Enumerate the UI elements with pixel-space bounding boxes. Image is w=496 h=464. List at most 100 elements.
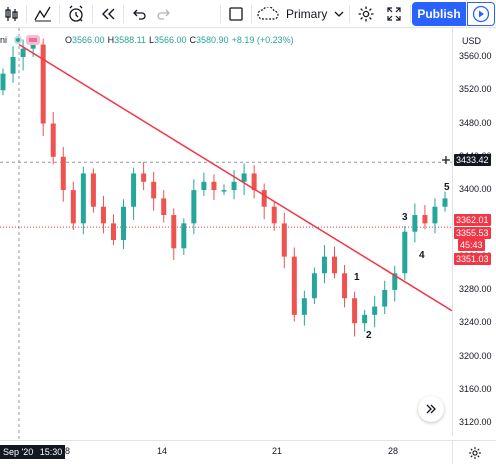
cursor-date: Sep '20 (3, 447, 34, 457)
candle-body (271, 206, 277, 224)
publish-video-button[interactable] (467, 2, 495, 26)
candle-body (111, 223, 116, 240)
replay-icon[interactable] (95, 0, 121, 28)
candle-body (392, 273, 398, 290)
close-value: 3580.90 (196, 35, 229, 45)
toolbar-divider (92, 4, 93, 23)
wave-label-5[interactable]: 5 (444, 182, 450, 193)
candle-body (432, 206, 438, 224)
price-tick-label: 3400.00 (459, 184, 492, 195)
toolbar-divider (26, 4, 27, 23)
low-value: 3566.00 (153, 35, 187, 45)
candle-body (20, 48, 26, 57)
wave-label-1[interactable]: 1 (354, 272, 360, 283)
candle-body (40, 44, 46, 124)
time-label: 14 (157, 446, 168, 456)
indicators-icon[interactable] (29, 0, 57, 28)
candle-body (291, 256, 297, 315)
price-tick-label: 3280.00 (459, 284, 492, 295)
candle-body (382, 289, 388, 307)
toolbar-divider (123, 4, 124, 23)
alert-clock-icon[interactable] (62, 0, 90, 28)
candle-body (221, 190, 227, 192)
double-chevron-right-icon (426, 404, 436, 414)
price-chart[interactable] (0, 28, 452, 440)
candle-body (342, 273, 348, 299)
candle-body (191, 190, 197, 224)
time-axis[interactable]: Sep '20 15:30 8 14 21 28 (0, 440, 452, 464)
chart-settings-button[interactable] (452, 440, 496, 464)
price-tag-b: 3355.53 (454, 227, 491, 239)
open-key: O (65, 35, 73, 45)
candle-body (362, 314, 368, 324)
candle-body (442, 198, 448, 207)
price-axis[interactable]: USD 3560.003520.003480.003440.003400.003… (452, 28, 496, 436)
price-tick-label: 3480.00 (459, 117, 492, 128)
wave-label-3[interactable]: 3 (402, 212, 408, 223)
trendline (18, 43, 452, 312)
candle-body (70, 190, 76, 224)
toolbar-divider (349, 4, 351, 23)
candle-body (141, 173, 147, 182)
chevron-down-icon (334, 11, 344, 17)
top-toolbar: Primary Publish (0, 0, 496, 28)
gear-icon (468, 446, 481, 459)
toolbar-divider (59, 4, 60, 23)
candle-body (0, 73, 6, 91)
play-icon (472, 5, 490, 23)
wave-label-2[interactable]: 2 (366, 330, 372, 341)
candle-body (10, 57, 16, 74)
rectangle-icon[interactable] (223, 0, 249, 28)
time-label: 28 (388, 446, 399, 456)
price-tick-label: 3240.00 (459, 317, 492, 328)
candle-body (201, 181, 207, 191)
candle-body (301, 298, 307, 315)
gear-icon[interactable] (352, 0, 380, 28)
candle-body (100, 206, 106, 224)
publish-button[interactable]: Publish (412, 2, 466, 26)
chart-pane[interactable] (0, 28, 496, 464)
ohlc-legend: ni O 3566.00 H 3588.11 L 3566.00 C 3580.… (0, 34, 294, 46)
candle-body (332, 256, 337, 274)
low-key: L (148, 35, 154, 45)
cloud-icon (257, 6, 279, 20)
candle-body (321, 256, 327, 274)
candle-body (181, 223, 187, 249)
candles-icon[interactable] (0, 0, 24, 28)
candle-body (251, 173, 257, 191)
layout-selector[interactable]: Primary (254, 0, 345, 28)
candle-body (261, 190, 267, 207)
price-tick-label: 3160.00 (459, 384, 492, 394)
high-key: H (107, 35, 115, 45)
candle-body (211, 181, 217, 191)
candle-body (161, 198, 167, 216)
plus-icon[interactable] (441, 155, 451, 165)
candle-body (402, 231, 408, 274)
candle-body (50, 123, 56, 157)
cursor-time-label: Sep '20 15:30 (0, 445, 66, 459)
candle-body (121, 206, 127, 240)
fullscreen-icon[interactable] (380, 0, 408, 28)
price-tick-label: 3120.00 (459, 417, 492, 428)
candle-body (372, 306, 378, 315)
candle-body (241, 173, 247, 182)
candle-body (311, 273, 317, 299)
countdown-tag: 45:43 (458, 239, 485, 251)
toolbar-divider (220, 4, 221, 23)
candle-body (60, 156, 66, 191)
time-label: 21 (272, 446, 283, 456)
wave-label-4[interactable]: 4 (419, 250, 425, 261)
close-key: C (189, 35, 197, 45)
candle-body (151, 181, 157, 199)
candle-body (231, 181, 237, 191)
price-tag-a: 3362.01 (454, 214, 491, 226)
time-label: 8 (65, 446, 71, 456)
open-value: 3566.00 (72, 35, 105, 45)
undo-icon[interactable] (126, 0, 152, 28)
scroll-to-realtime-button[interactable] (418, 396, 444, 422)
candle-body (131, 173, 137, 207)
redo-icon[interactable] (152, 0, 176, 28)
candle-body (30, 44, 36, 49)
candle-body (412, 215, 418, 232)
price-tick-label: 3520.00 (459, 84, 492, 95)
